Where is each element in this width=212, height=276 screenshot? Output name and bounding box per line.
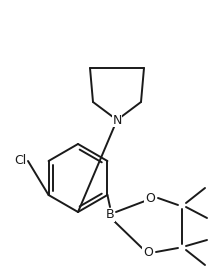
Text: N: N xyxy=(112,113,122,126)
Text: O: O xyxy=(145,192,155,205)
Text: Cl: Cl xyxy=(14,155,26,168)
Text: O: O xyxy=(143,245,153,259)
Text: B: B xyxy=(106,208,114,222)
